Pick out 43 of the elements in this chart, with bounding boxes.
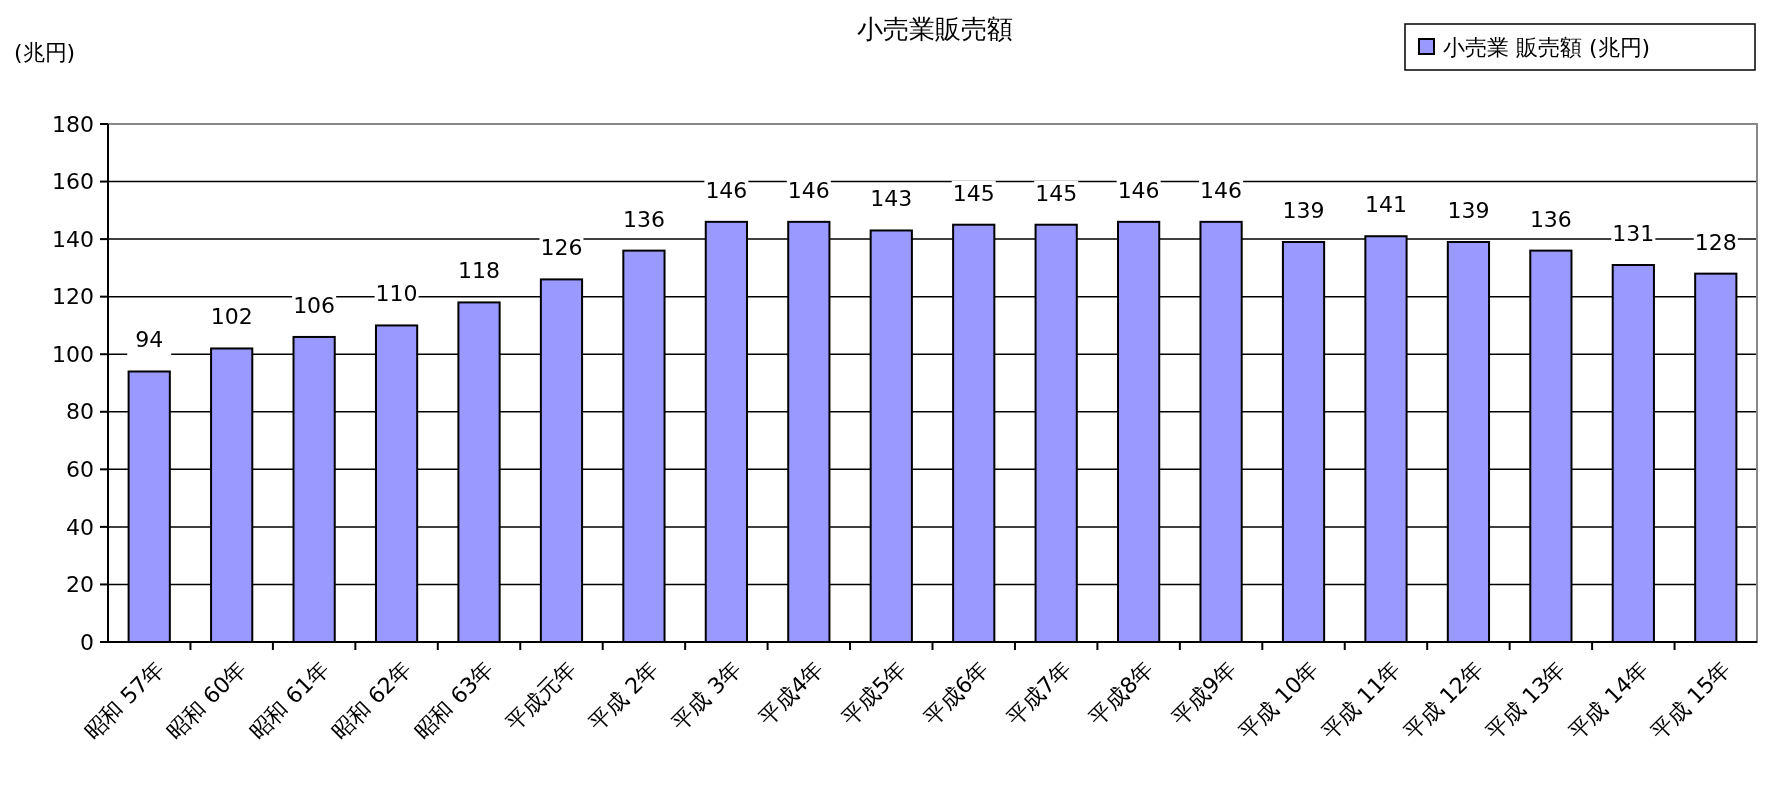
y-tick-label: 80 [66,399,94,425]
legend-label: 小売業 販売額 (兆円) [1443,35,1651,60]
x-tick-label: 平成5年 [836,655,911,731]
x-tick-label: 昭和 63年 [409,655,499,745]
y-tick-label: 120 [52,284,94,310]
data-label: 126 [540,235,583,261]
x-tick-label: 平成 3年 [666,655,746,736]
y-tick-label: 180 [52,111,94,137]
data-label: 146 [1117,177,1160,203]
data-label: 131 [1612,221,1655,247]
data-label: 146 [787,177,830,203]
chart-title: 小売業販売額 [856,14,1013,44]
x-tick-label: 平成元年 [501,655,582,736]
x-tick-label: 平成 2年 [584,655,664,736]
y-tick-label: 20 [66,572,94,598]
data-label: 136 [622,206,665,232]
data-label: 128 [1694,229,1737,255]
data-label: 94 [135,327,164,353]
data-label: 106 [293,292,336,318]
data-label: 145 [1035,180,1078,206]
y-tick-label: 40 [66,514,94,540]
data-label: 139 [1282,197,1325,223]
x-tick-label: 平成4年 [754,655,829,731]
y-tick-label: 160 [52,169,94,195]
data-label: 146 [1200,177,1243,203]
data-label: 110 [375,281,418,307]
data-label: 141 [1364,192,1407,218]
data-label: 139 [1447,197,1490,223]
x-tick-label: 平成8年 [1083,655,1159,731]
x-tick-label: 平成6年 [919,655,994,731]
y-tick-label: 60 [66,457,94,483]
data-label: 146 [705,177,748,203]
y-axis-title: (兆円) [14,40,76,65]
y-tick-label: 0 [80,629,94,655]
x-tick-label: 平成7年 [1001,655,1076,731]
y-tick-label: 100 [52,341,94,367]
x-tick-label: 平成 15年 [1646,655,1736,745]
data-label: 102 [210,304,253,330]
data-label: 118 [458,258,501,284]
y-tick-label: 140 [52,226,94,252]
data-label: 143 [870,186,913,212]
data-label: 145 [952,180,995,206]
data-label: 136 [1529,206,1572,232]
